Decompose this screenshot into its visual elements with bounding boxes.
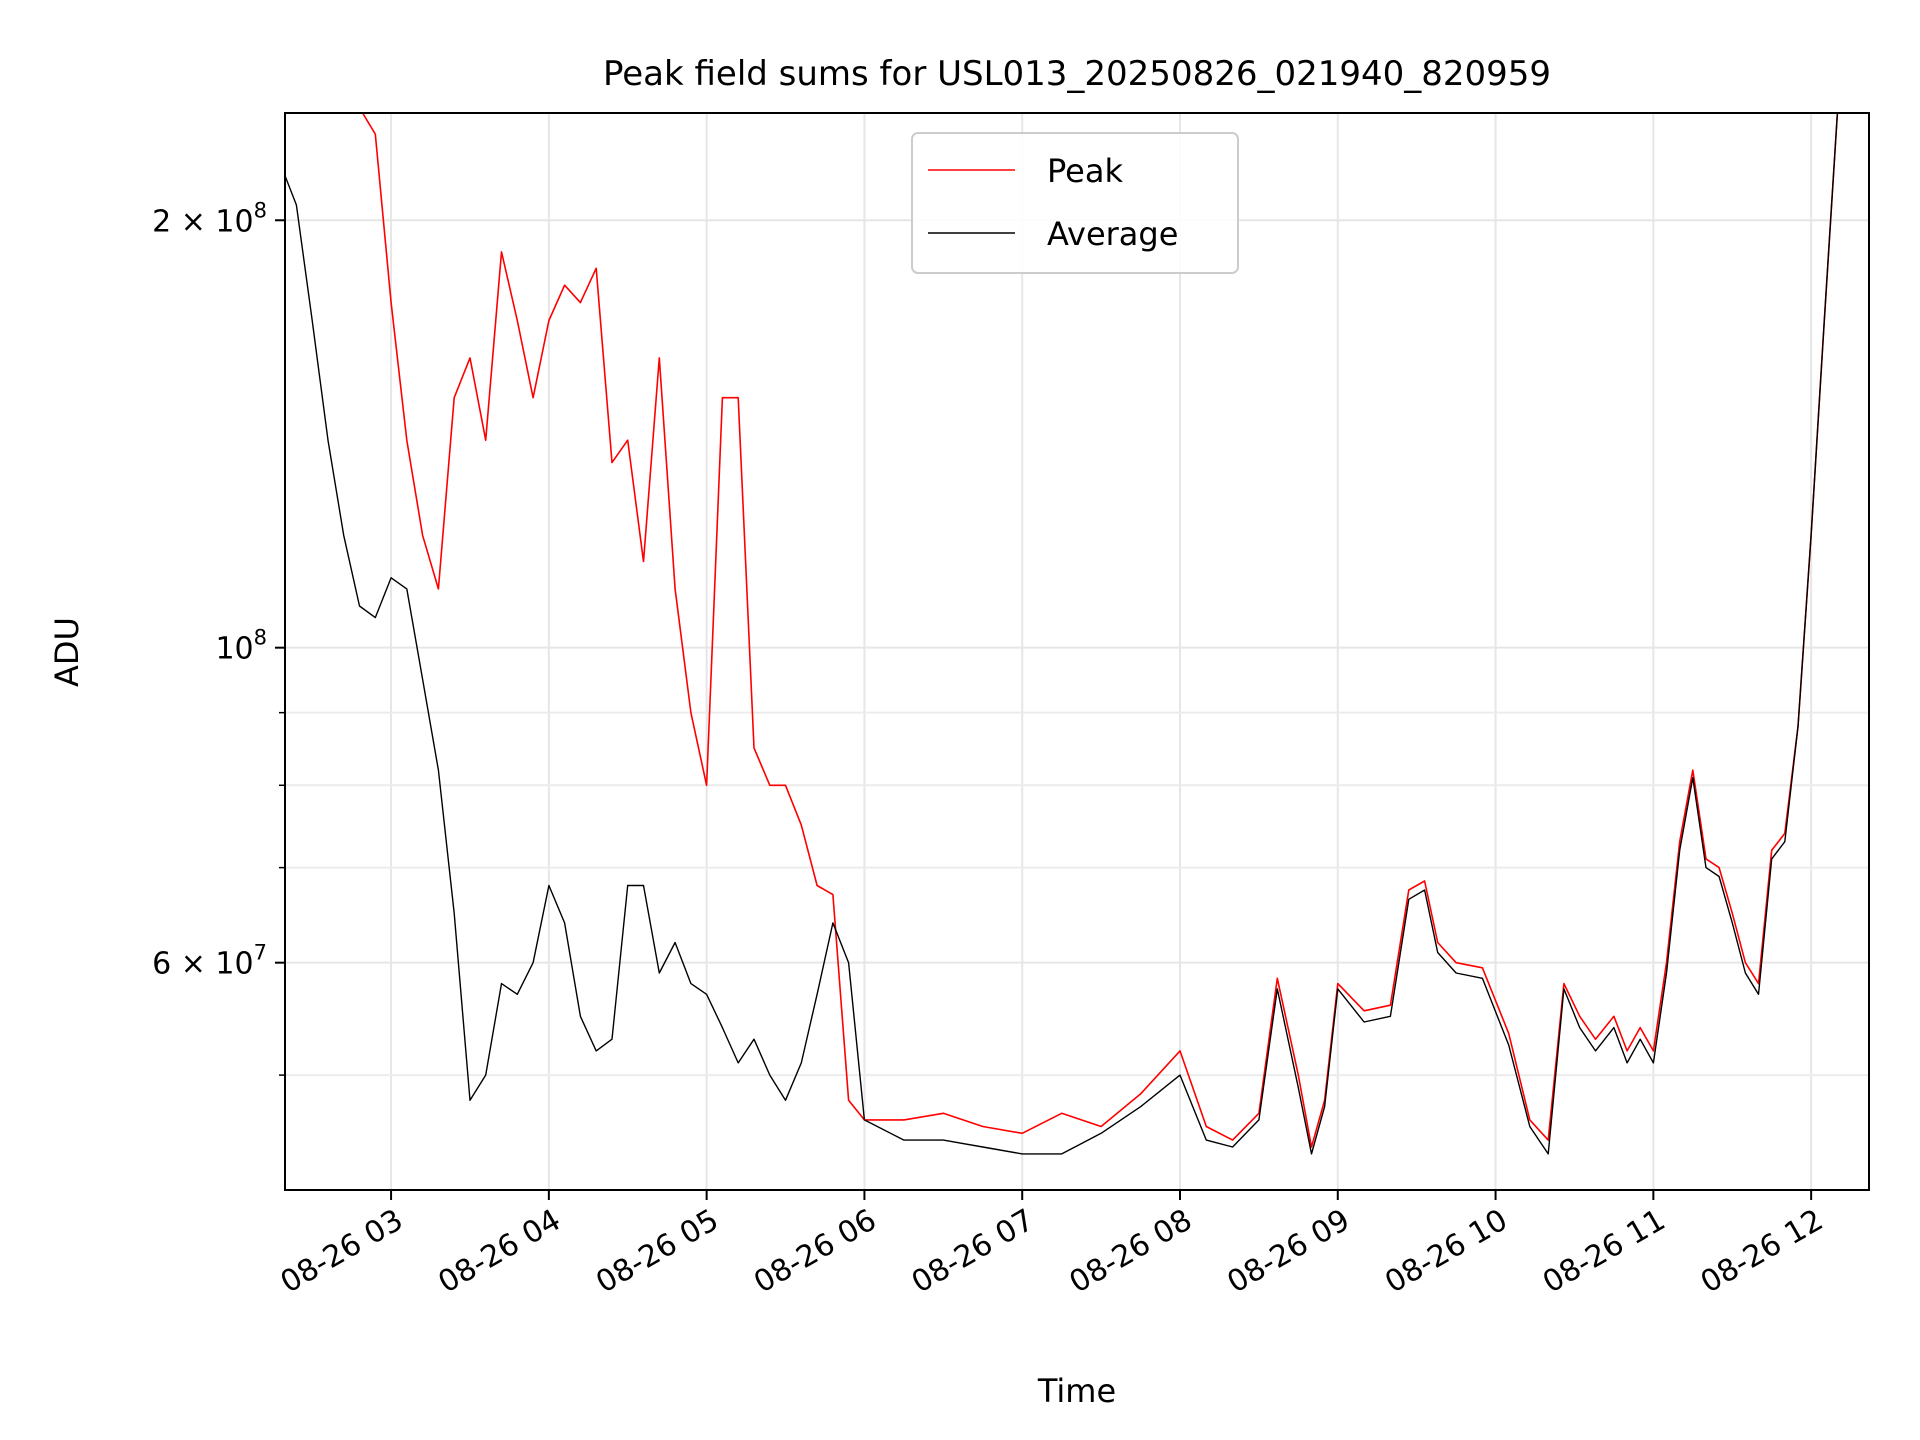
legend-box (911, 132, 1239, 274)
y-tick-label: 2 × 108 (152, 198, 267, 239)
plot-frame (284, 112, 1870, 1191)
y-tick-label: 108 (215, 626, 267, 667)
y-axis-label: ADU (48, 617, 86, 687)
legend-label-average: Average (1047, 215, 1178, 253)
y-tick-label: 6 × 107 (152, 941, 267, 982)
legend-label-peak: Peak (1047, 152, 1123, 190)
series-line-peak (361, 113, 1869, 1148)
legend: Peak Average (911, 132, 1239, 274)
chart-title: Peak field sums for USL013_20250826_0219… (603, 54, 1551, 94)
series (285, 113, 1869, 1155)
series-line-average (285, 113, 1869, 1155)
x-axis-label: Time (1037, 1372, 1116, 1410)
